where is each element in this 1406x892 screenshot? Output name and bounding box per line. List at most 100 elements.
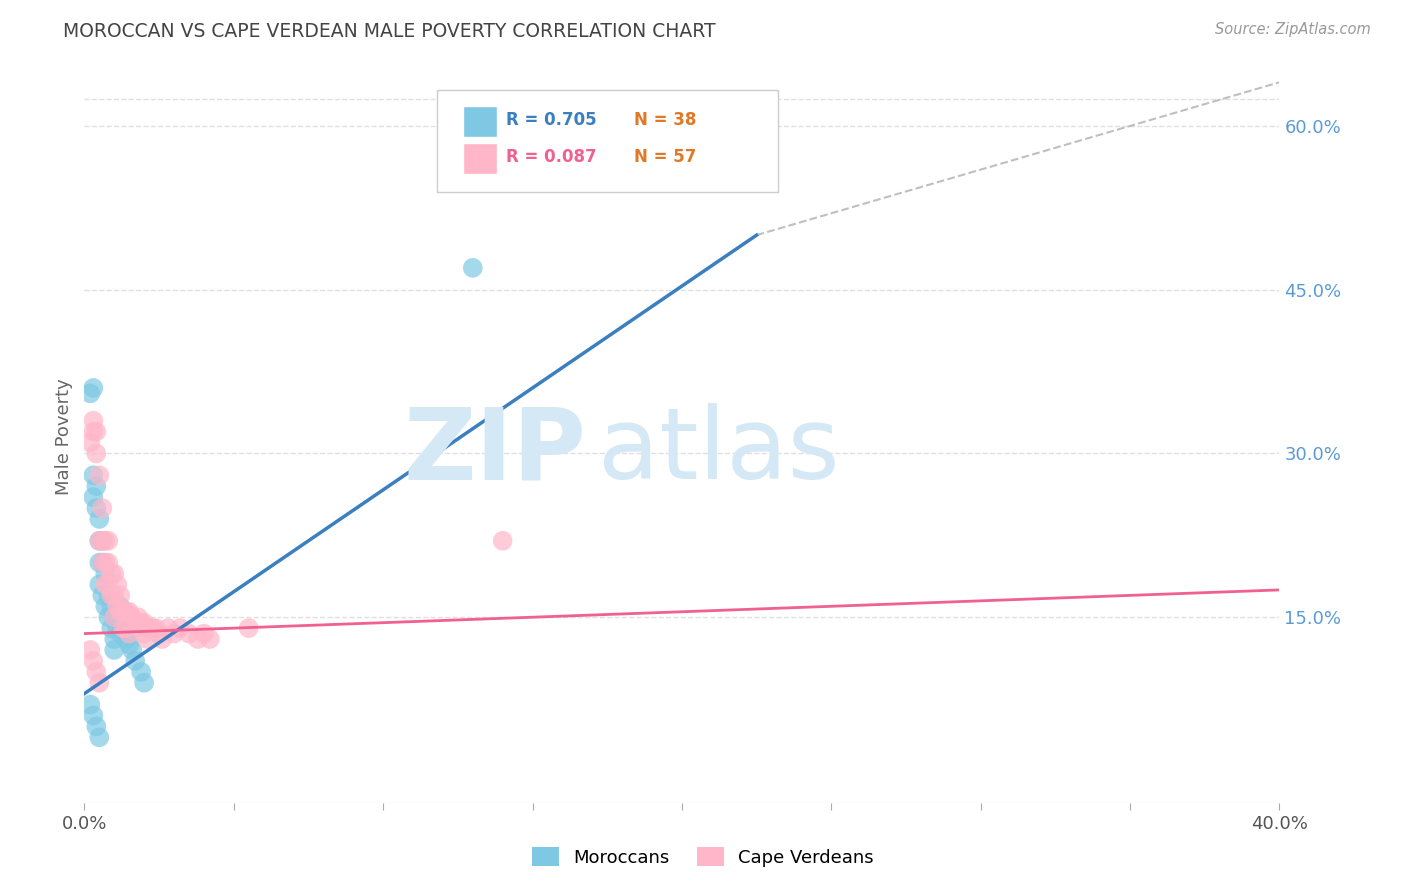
Point	[118, 638, 141, 652]
Text: Source: ZipAtlas.com: Source: ZipAtlas.com	[1215, 22, 1371, 37]
Point	[118, 605, 141, 619]
Point	[124, 654, 146, 668]
Point	[91, 501, 114, 516]
Point	[142, 621, 165, 635]
Point	[79, 435, 101, 450]
Point	[124, 615, 146, 630]
Point	[79, 643, 101, 657]
Point	[105, 599, 128, 614]
Point	[121, 610, 143, 624]
Bar	[463, 143, 496, 174]
Point	[86, 446, 108, 460]
Point	[115, 605, 138, 619]
Point	[110, 599, 132, 614]
Point	[86, 665, 108, 679]
Point	[115, 632, 138, 646]
Point	[110, 605, 132, 619]
Point	[198, 632, 221, 646]
Point	[115, 621, 138, 635]
Point	[94, 556, 117, 570]
Point	[112, 621, 135, 635]
Point	[91, 533, 114, 548]
Point	[82, 381, 104, 395]
Point	[103, 610, 125, 624]
Point	[150, 632, 173, 646]
Point	[82, 468, 104, 483]
Point	[91, 556, 114, 570]
Point	[82, 414, 104, 428]
Text: ZIP: ZIP	[404, 403, 586, 500]
Point	[89, 577, 111, 591]
Text: atlas: atlas	[599, 403, 839, 500]
Point	[97, 577, 120, 591]
Point	[177, 626, 200, 640]
Point	[105, 621, 128, 635]
Point	[82, 490, 104, 504]
Legend: Moroccans, Cape Verdeans: Moroccans, Cape Verdeans	[524, 840, 882, 874]
Point	[89, 731, 111, 745]
Text: N = 57: N = 57	[634, 148, 696, 166]
Point	[86, 425, 108, 439]
Point	[492, 533, 515, 548]
Point	[91, 588, 114, 602]
Point	[163, 626, 186, 640]
Point	[129, 665, 152, 679]
Text: MOROCCAN VS CAPE VERDEAN MALE POVERTY CORRELATION CHART: MOROCCAN VS CAPE VERDEAN MALE POVERTY CO…	[63, 22, 716, 41]
Text: R = 0.705: R = 0.705	[506, 112, 598, 129]
Point	[461, 260, 484, 275]
Point	[100, 588, 122, 602]
Bar	[463, 106, 496, 137]
Point	[187, 632, 209, 646]
Point	[94, 599, 117, 614]
Point	[136, 632, 159, 646]
Point	[132, 626, 156, 640]
Point	[94, 533, 117, 548]
Point	[139, 621, 162, 635]
Point	[89, 468, 111, 483]
Point	[127, 610, 149, 624]
Point	[193, 626, 215, 640]
Point	[103, 643, 125, 657]
Point	[79, 386, 101, 401]
Point	[132, 615, 156, 630]
Point	[110, 588, 132, 602]
Point	[91, 556, 114, 570]
Point	[91, 533, 114, 548]
Point	[136, 621, 159, 635]
Point	[89, 533, 111, 548]
Point	[89, 533, 111, 548]
Point	[89, 675, 111, 690]
Point	[121, 643, 143, 657]
Point	[97, 610, 120, 624]
Point	[86, 501, 108, 516]
Point	[112, 605, 135, 619]
Point	[238, 621, 260, 635]
Point	[100, 566, 122, 581]
FancyBboxPatch shape	[437, 90, 778, 192]
Point	[157, 621, 180, 635]
Point	[86, 479, 108, 493]
Point	[89, 556, 111, 570]
Point	[100, 621, 122, 635]
Point	[103, 610, 125, 624]
Point	[94, 577, 117, 591]
Y-axis label: Male Poverty: Male Poverty	[55, 379, 73, 495]
Point	[145, 621, 167, 635]
Point	[82, 654, 104, 668]
Point	[169, 621, 191, 635]
Point	[132, 675, 156, 690]
Text: R = 0.087: R = 0.087	[506, 148, 598, 166]
Point	[97, 533, 120, 548]
Point	[97, 556, 120, 570]
Point	[105, 577, 128, 591]
Point	[118, 626, 141, 640]
Point	[118, 610, 141, 624]
Point	[97, 588, 120, 602]
Point	[94, 566, 117, 581]
Point	[110, 626, 132, 640]
Point	[100, 599, 122, 614]
Point	[112, 621, 135, 635]
Point	[82, 425, 104, 439]
Point	[129, 615, 152, 630]
Point	[103, 566, 125, 581]
